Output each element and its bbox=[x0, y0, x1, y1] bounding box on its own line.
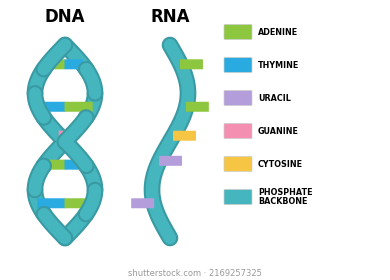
FancyBboxPatch shape bbox=[159, 156, 182, 166]
Text: CYTOSINE: CYTOSINE bbox=[258, 160, 303, 169]
Text: DNA: DNA bbox=[45, 8, 85, 26]
FancyBboxPatch shape bbox=[224, 57, 252, 73]
Text: THYMINE: THYMINE bbox=[258, 60, 299, 69]
Text: RNA: RNA bbox=[150, 8, 190, 26]
FancyBboxPatch shape bbox=[59, 131, 66, 141]
FancyBboxPatch shape bbox=[37, 198, 66, 208]
FancyBboxPatch shape bbox=[224, 25, 252, 39]
FancyBboxPatch shape bbox=[173, 131, 196, 141]
FancyBboxPatch shape bbox=[224, 190, 252, 204]
Text: URACIL: URACIL bbox=[258, 94, 291, 102]
Text: PHOSPHATE
BACKBONE: PHOSPHATE BACKBONE bbox=[258, 188, 312, 206]
FancyBboxPatch shape bbox=[64, 102, 93, 112]
FancyBboxPatch shape bbox=[64, 160, 86, 170]
Text: GUANINE: GUANINE bbox=[258, 127, 299, 136]
FancyBboxPatch shape bbox=[44, 160, 66, 170]
FancyBboxPatch shape bbox=[47, 59, 66, 69]
Text: ADENINE: ADENINE bbox=[258, 27, 298, 36]
FancyBboxPatch shape bbox=[224, 157, 252, 171]
Text: shutterstock.com · 2169257325: shutterstock.com · 2169257325 bbox=[128, 269, 262, 277]
FancyBboxPatch shape bbox=[37, 102, 66, 112]
FancyBboxPatch shape bbox=[186, 102, 209, 112]
FancyBboxPatch shape bbox=[180, 59, 203, 69]
FancyBboxPatch shape bbox=[224, 123, 252, 139]
FancyBboxPatch shape bbox=[64, 198, 93, 208]
FancyBboxPatch shape bbox=[131, 198, 154, 208]
FancyBboxPatch shape bbox=[64, 59, 83, 69]
FancyBboxPatch shape bbox=[224, 90, 252, 106]
FancyBboxPatch shape bbox=[64, 131, 71, 141]
